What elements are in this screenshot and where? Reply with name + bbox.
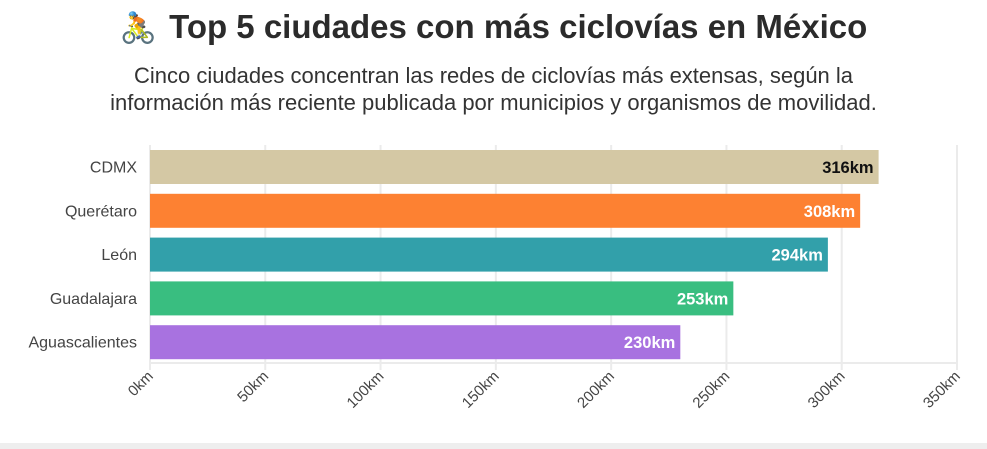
data-label: 316km [822,159,873,177]
bar [150,325,681,360]
bar [150,237,828,272]
y-category-label: CDMX [90,160,137,177]
chart-title: 🚴 Top 5 ciudades con más ciclovías en Méx… [0,8,987,46]
x-tick-label: 300km [805,368,849,412]
bar [150,193,861,228]
chart-subtitle: Cinco ciudades concentran las redes de c… [0,62,987,116]
x-tick-label: 200km [574,368,618,412]
x-tick-label: 250km [689,368,733,412]
y-category-label: Aguascalientes [28,335,137,352]
bicycle-icon: 🚴 [119,12,158,45]
y-category-label: Querétaro [65,203,137,220]
x-tick-label: 0km [125,368,157,400]
chart-title-text: Top 5 ciudades con más ciclovías en Méxi… [169,8,868,45]
subtitle-line-2: información más reciente publicada por m… [110,90,877,115]
data-label: 308km [804,203,855,221]
x-tick-label: 350km [920,368,964,412]
data-label: 253km [677,290,728,308]
x-tick-label: 100km [344,368,388,412]
y-category-label: León [101,247,137,264]
data-label: 294km [771,247,822,265]
x-tick-label: 150km [459,368,503,412]
data-label: 230km [624,334,675,352]
footer-band [0,443,987,449]
x-tick-label: 50km [234,368,272,406]
y-category-label: Guadalajara [50,291,137,308]
bar [150,150,879,184]
subtitle-line-1: Cinco ciudades concentran las redes de c… [133,63,854,88]
bar [150,281,734,316]
